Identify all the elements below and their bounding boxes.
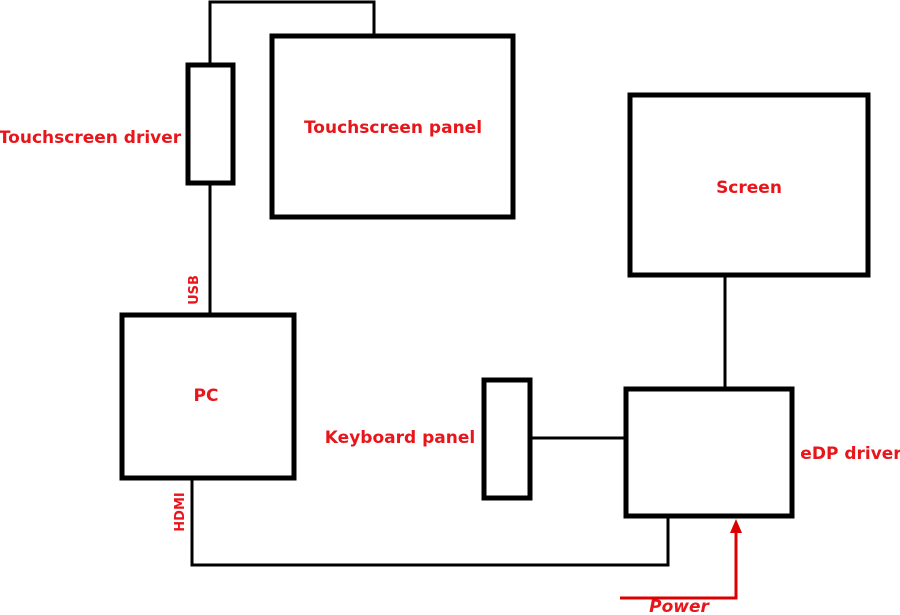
pc-label: PC (194, 386, 219, 406)
touchscreen-panel-label: Touchscreen panel (304, 118, 482, 138)
edp-driver-box (623, 386, 795, 519)
pc-box (119, 312, 297, 481)
screen-label: Screen (716, 178, 782, 198)
touchscreen-panel-box (269, 33, 516, 220)
screen-box (627, 92, 871, 278)
touchscreen-driver-label: Touchscreen driver (0, 128, 182, 148)
power-label: Power (649, 597, 710, 615)
usb-label: USB (187, 275, 202, 305)
hdmi-label: HDMI (173, 492, 188, 531)
power-line (620, 530, 738, 600)
touchscreen-panel-wire (208, 0, 376, 65)
touchscreen-driver-box (185, 62, 236, 186)
keyboard-panel-box (481, 377, 533, 501)
hdmi-wire (190, 478, 670, 567)
edp-driver-label: eDP driver (800, 444, 900, 464)
keyboard-panel-label: Keyboard panel (325, 428, 475, 448)
power-arrow-head (730, 519, 742, 533)
